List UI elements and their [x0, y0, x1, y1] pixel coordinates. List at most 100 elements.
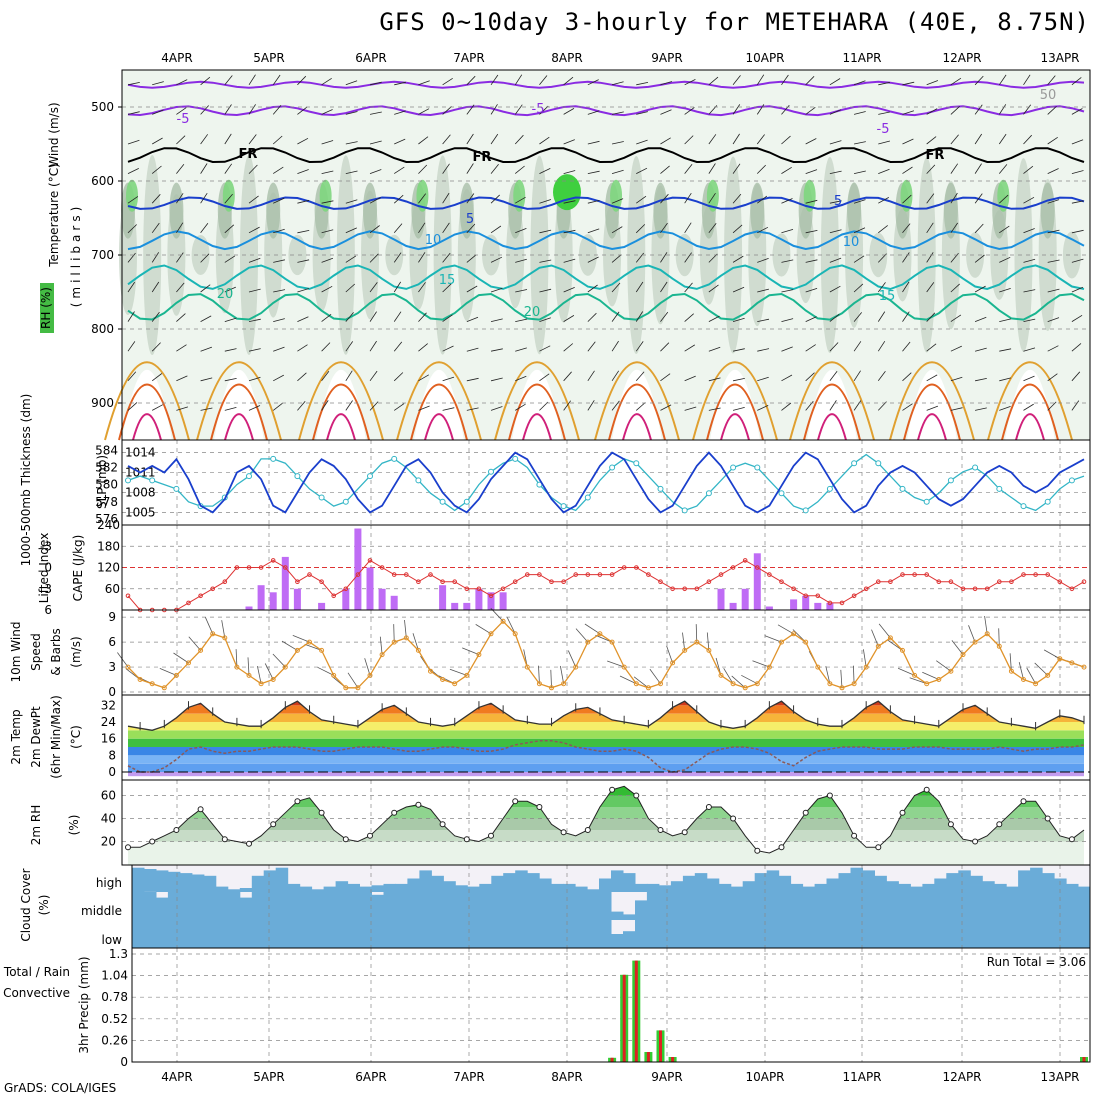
- wind-barb-10m: [764, 635, 782, 643]
- wind-barb: [974, 347, 987, 352]
- wind-barb: [974, 316, 987, 322]
- wind-barb: [418, 136, 429, 145]
- wind-speed-point: [198, 647, 204, 653]
- wind-barb: [176, 164, 185, 174]
- wind-barb: [1047, 168, 1059, 174]
- wind-barb: [587, 228, 600, 234]
- slp-tick: 1014: [125, 446, 156, 460]
- cape-tick: 60: [105, 582, 120, 596]
- precip-tick: 1.3: [109, 947, 128, 961]
- wind-barb: [878, 111, 891, 115]
- wind-barb: [974, 163, 982, 174]
- wind-barb: [393, 372, 404, 382]
- wind-barb: [708, 223, 717, 234]
- wind-speed-point: [730, 681, 736, 687]
- wind-barb: [853, 255, 865, 263]
- cloud-bar: [275, 867, 289, 892]
- li-point: [827, 600, 833, 606]
- temp-band: [128, 772, 1084, 777]
- wind-barb: [1071, 139, 1084, 145]
- li-point: [815, 593, 821, 599]
- cloud-bar: [563, 883, 576, 892]
- cloud-bar: [730, 892, 744, 920]
- cape-bar: [717, 588, 725, 611]
- wind-barb: [345, 141, 358, 145]
- temp-band: [128, 763, 1084, 772]
- rh-point: [923, 786, 930, 793]
- cloud-bar: [778, 920, 792, 948]
- li-point: [234, 565, 240, 570]
- wind-barb: [563, 139, 575, 145]
- cape-bar: [281, 556, 289, 610]
- wind-barb: [756, 74, 765, 86]
- wind-barb: [757, 288, 769, 293]
- wind-barb: [950, 134, 959, 145]
- cloud-bar: [646, 883, 660, 892]
- contour-label: -5: [877, 122, 890, 137]
- cloud-bar: [862, 870, 875, 892]
- wind-barb: [950, 192, 958, 204]
- cloud-bar: [838, 873, 851, 892]
- cloud-level-label: low: [102, 933, 123, 947]
- wind-barb: [853, 370, 861, 382]
- wind-barb: [732, 104, 741, 115]
- rh-point: [294, 798, 301, 805]
- wind-barb: [1047, 199, 1060, 204]
- li-point: [803, 593, 809, 599]
- rh-shade: [997, 179, 1010, 212]
- wind-barb-10m: [221, 620, 226, 639]
- wind-barb: [829, 400, 837, 411]
- wind-barb: [1047, 229, 1060, 234]
- precip-legend-total: Total / Rain: [3, 965, 70, 979]
- li-point: [416, 579, 421, 585]
- cloud-bar: [982, 892, 995, 920]
- dry-dome: [807, 369, 857, 440]
- wind-barb: [418, 164, 428, 174]
- rh-shade: [459, 182, 474, 239]
- wind-barb-10m: [871, 629, 879, 647]
- wind-barb: [636, 139, 648, 145]
- wind-barb: [974, 223, 984, 234]
- li-point: [767, 572, 772, 577]
- wind-speed-point: [658, 681, 663, 687]
- wind-barb: [999, 377, 1011, 382]
- contour-label: FR: [239, 147, 258, 162]
- isotherm-freezing: [127, 147, 1085, 164]
- wind-barb-10m: [968, 625, 976, 643]
- wind-barb-10m: [909, 677, 927, 685]
- isotherm-35: [522, 413, 552, 441]
- wind-barb: [248, 104, 256, 115]
- wind-barb: [1023, 258, 1036, 263]
- wind-speed-point: [367, 672, 373, 678]
- cloud-bar: [575, 892, 588, 920]
- wind-barb: [926, 222, 934, 234]
- wind-barb: [853, 227, 866, 234]
- wind-barb: [273, 228, 285, 234]
- wind-barb: [660, 109, 672, 115]
- li-point: [391, 572, 397, 577]
- axis-label-millibars: (millibars): [69, 203, 83, 308]
- wind-barb-10m: [247, 657, 250, 676]
- day-label-top: 8APR: [551, 51, 582, 65]
- cape-bar: [439, 585, 447, 610]
- wind-barb: [611, 370, 620, 382]
- wind-barb: [321, 229, 334, 234]
- rh-shade: [943, 182, 958, 239]
- cloud-level-label: high: [96, 876, 122, 890]
- temp-tick: 8: [108, 748, 116, 762]
- cloud-bar: [563, 920, 576, 948]
- cape-bar: [499, 592, 507, 610]
- rh-point: [730, 815, 737, 822]
- wind-barb-10m: [173, 652, 189, 664]
- day-label-top: 5APR: [253, 51, 284, 65]
- cloud-bar: [539, 878, 552, 892]
- li-point: [440, 579, 445, 585]
- wind-barb-10m: [1018, 662, 1024, 680]
- wind-barb: [321, 400, 329, 411]
- wind-barb: [781, 74, 789, 86]
- temp-axis-label: 2m DewPt: [29, 706, 43, 768]
- li-point: [573, 572, 579, 577]
- isotherm-35: [326, 413, 356, 441]
- wind-barb-10m: [281, 640, 298, 651]
- cape-bar: [451, 602, 459, 610]
